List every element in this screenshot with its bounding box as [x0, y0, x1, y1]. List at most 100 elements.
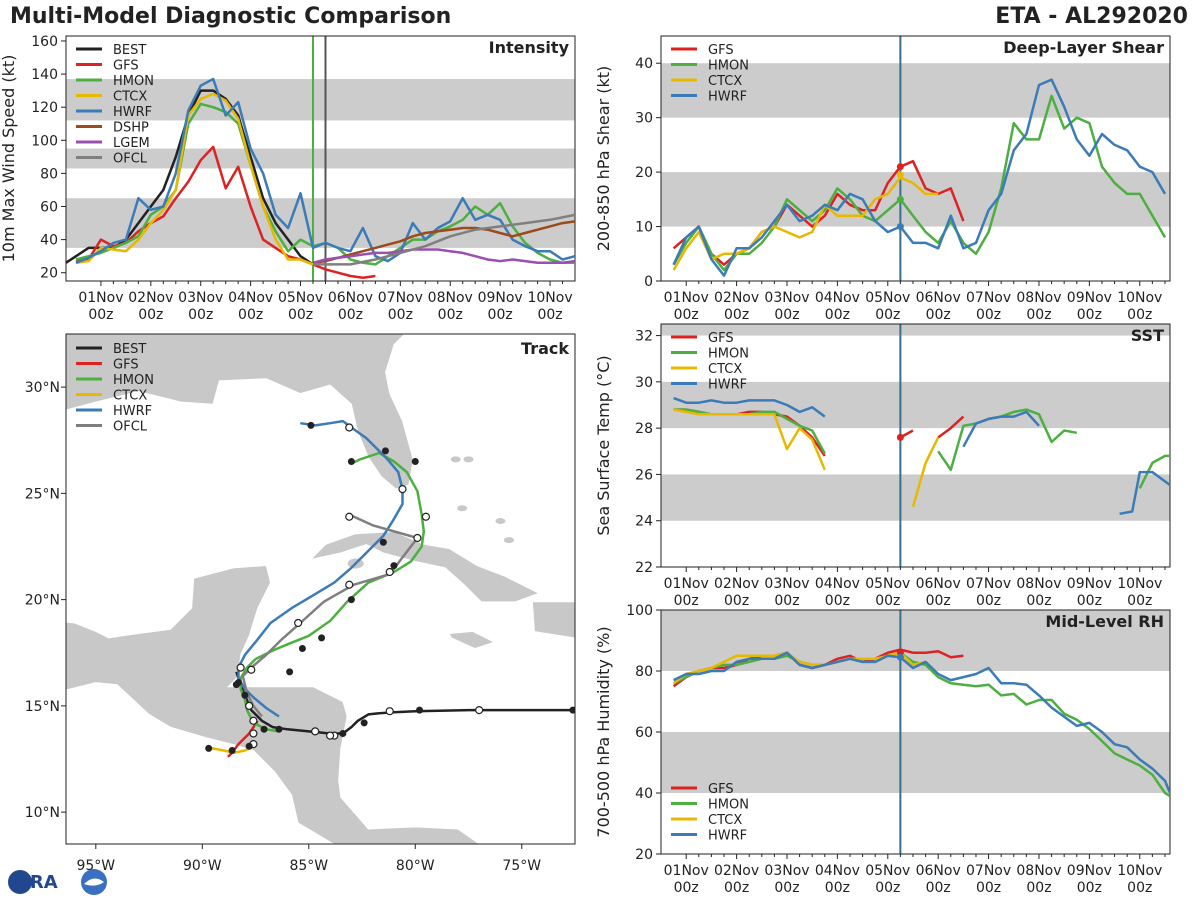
x-tick-label: 08Nov	[1016, 576, 1061, 592]
track-point-filled	[379, 538, 387, 546]
y-tick-label: 60	[635, 725, 653, 741]
legend-label-hwrf: HWRF	[708, 378, 747, 393]
shade-band	[661, 732, 1170, 793]
series-hwrf	[75, 77, 575, 264]
track-point-filled	[235, 679, 243, 686]
x-tick-label: 08Nov	[1016, 290, 1061, 306]
x-tick-label: 00z	[537, 307, 562, 323]
land-bahamas-island	[503, 537, 514, 544]
x-tick-label: 00z	[976, 307, 1001, 323]
track-point-filled	[569, 706, 575, 714]
track-point-filled	[228, 747, 236, 754]
x-tick-label: 07Nov	[966, 863, 1011, 879]
track-point-open	[249, 716, 258, 725]
x-tick-label: 08Nov	[1016, 863, 1061, 879]
track-point-open	[325, 731, 335, 740]
x-tick-label: 00z	[438, 307, 463, 323]
track-point-filled	[307, 421, 315, 429]
legend-label-lgem: LGEM	[113, 136, 150, 151]
shear-panel: 01020304001Nov00z02Nov00z03Nov00z04Nov00…	[594, 35, 1171, 323]
x-tick-label: 00z	[926, 880, 951, 896]
panel-title: Mid-Level RH	[1045, 612, 1164, 631]
x-tick-label: 06Nov	[328, 290, 373, 306]
x-tick-label: 00z	[288, 307, 313, 323]
track-point-open	[398, 485, 407, 494]
x-tick-label: 75°W	[502, 858, 541, 874]
track-point-open	[294, 618, 303, 628]
x-tick-label: 00z	[1077, 593, 1102, 609]
track-point-filled	[360, 719, 368, 727]
x-tick-label: 00z	[724, 307, 749, 323]
track-panel: 95°W 90°W 85°W 80°W 75°W 10°N 15°N 20°N 25°N 30°N…	[25, 333, 576, 874]
track-point-filled	[416, 706, 424, 714]
x-tick-label: 02Nov	[714, 576, 759, 592]
x-tick-label: 95°W	[76, 858, 115, 874]
legend-label-hwrf: HWRF	[708, 90, 747, 105]
x-tick-label: 90°W	[183, 858, 222, 874]
legend-label-gfs: GFS	[708, 782, 734, 797]
y-tick-label: 80	[40, 166, 58, 182]
track-point-open	[236, 663, 245, 672]
legend-label-hwrf: HWRF	[708, 829, 747, 844]
marker-ctcx	[896, 171, 904, 179]
x-tick-label: 00z	[674, 307, 699, 323]
x-tick-label: 10Nov	[1117, 290, 1162, 306]
y-tick-label: 24	[635, 514, 653, 530]
y-tick-label: 120	[31, 100, 58, 116]
x-tick-label: 01Nov	[664, 863, 709, 879]
x-tick-label: 00z	[1026, 880, 1051, 896]
y-tick-label: 28	[635, 421, 653, 437]
series-ctcx	[673, 408, 826, 471]
x-tick-label: 80°W	[396, 858, 435, 874]
shade-band	[66, 79, 575, 121]
x-tick-label: 00z	[825, 880, 850, 896]
track-point-filled	[381, 447, 389, 455]
y-tick-label: 60	[40, 200, 58, 216]
plot-frame	[65, 35, 576, 282]
track-point-open	[249, 729, 258, 738]
legend-label-best: BEST	[113, 342, 146, 357]
land-cuba	[309, 531, 540, 603]
x-tick-label: 08Nov	[428, 290, 473, 306]
track-point-filled	[339, 730, 347, 737]
series-hmon	[672, 94, 1167, 272]
series-hwrf	[672, 78, 1167, 277]
x-tick-label: 04Nov	[815, 290, 860, 306]
series-hwrf	[673, 396, 826, 418]
series-lgem	[312, 248, 575, 265]
x-tick-label: 03Nov	[764, 576, 809, 592]
legend-label-dshp: DSHP	[113, 121, 149, 136]
x-tick-label: 05Nov	[865, 576, 910, 592]
x-tick-label: 00z	[1077, 307, 1102, 323]
x-tick-label: 01Nov	[664, 576, 709, 592]
x-tick-label: 00z	[926, 593, 951, 609]
x-tick-label: 03Nov	[764, 863, 809, 879]
panel-title: Deep-Layer Shear	[1003, 38, 1164, 57]
shade-band	[66, 148, 575, 169]
track-ofcl	[241, 513, 419, 718]
legend-label-ctcx: CTCX	[708, 74, 742, 89]
x-tick-label: 00z	[488, 307, 513, 323]
y-tick-label: 160	[31, 34, 58, 50]
x-tick-label: 00z	[875, 307, 900, 323]
x-tick-label: 10Nov	[1117, 863, 1162, 879]
series-hmon	[1138, 454, 1170, 489]
x-tick-label: 03Nov	[764, 290, 809, 306]
track-point-open	[345, 512, 354, 521]
series-group	[673, 396, 1170, 516]
x-tick-label: 04Nov	[815, 576, 860, 592]
x-tick-label: 10Nov	[1117, 576, 1162, 592]
legend-label-ctcx: CTCX	[113, 90, 147, 105]
track-point-open	[475, 706, 484, 715]
map-layer	[66, 334, 575, 844]
x-tick-label: 00z	[1127, 307, 1152, 323]
track-point-open	[413, 533, 422, 543]
legend-label-gfs: GFS	[708, 43, 734, 58]
x-tick-label: 00z	[238, 307, 263, 323]
y-axis-label: 700-500 hPa Humidity (%)	[594, 626, 613, 837]
series-ctcx	[672, 176, 939, 271]
legend-label-gfs: GFS	[708, 331, 734, 346]
series-ctcx	[911, 436, 940, 508]
x-tick-label: 06Nov	[916, 863, 961, 879]
